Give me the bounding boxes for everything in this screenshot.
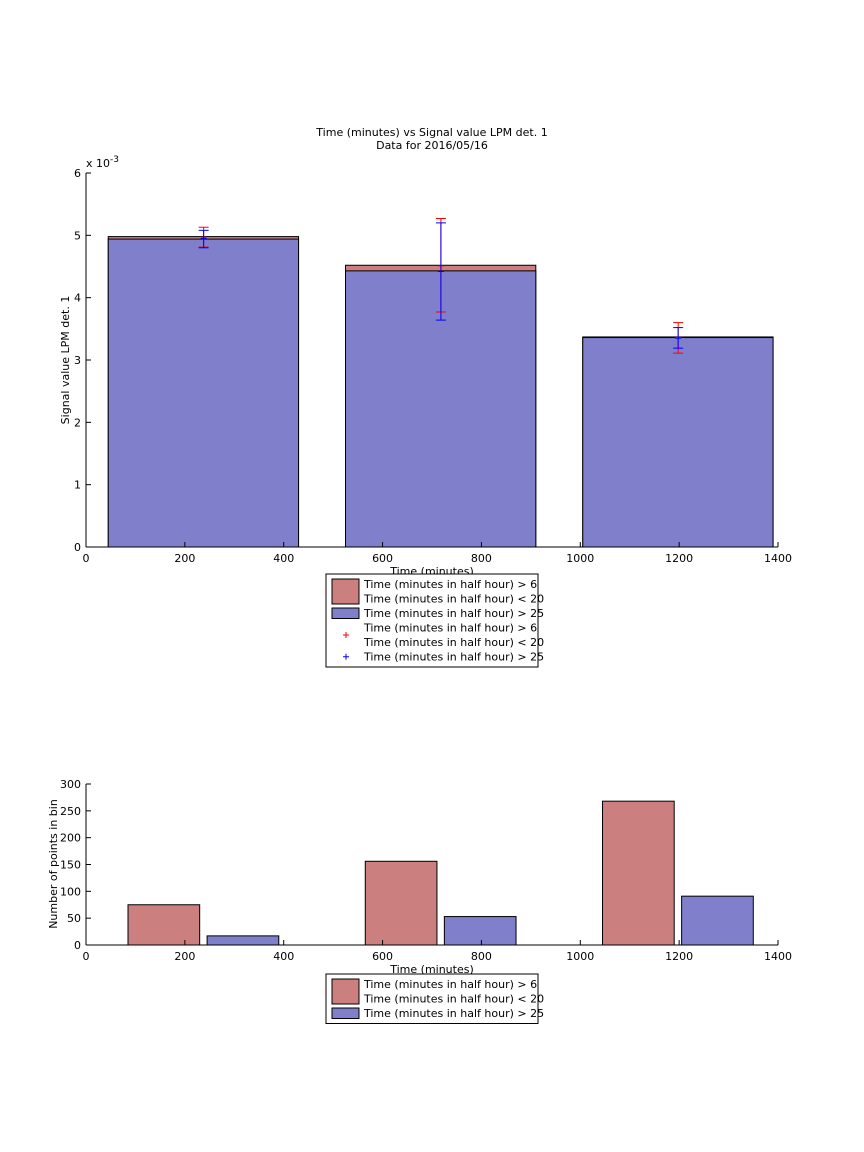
legend-red-patch	[331, 978, 360, 1005]
chart1-y-tick-label: 5	[74, 229, 81, 242]
chart2-x-tick-label: 200	[174, 950, 195, 963]
bar-red	[602, 800, 675, 946]
chart1-legend-label: Time (minutes in half hour) < 20	[363, 593, 544, 606]
chart1-legend-box	[325, 573, 539, 668]
chart1-x-tick-label: 200	[174, 552, 195, 565]
chart2-y-tick-label: 100	[60, 885, 81, 898]
chart1-y-exponent: x 10-3	[86, 155, 119, 170]
chart1-x-tick-label: 1200	[665, 552, 693, 565]
chart1-x-tick-label: 400	[273, 552, 294, 565]
chart1-y-tick-label: 2	[74, 416, 81, 429]
chart1-y-tick-label: 4	[74, 292, 81, 305]
chart2-legend: Time (minutes in half hour) > 6 Time (min…	[325, 973, 544, 1024]
chart1-y-tick-label: 6	[74, 167, 81, 180]
chart2-legend-label: Time (minutes in half hour) > 6	[363, 978, 537, 991]
legend-red-patch	[331, 578, 360, 605]
chart2-legend-label: Time (minutes in half hour) < 20	[363, 993, 544, 1006]
chart2-y-tick-label: 300	[60, 778, 81, 791]
chart1-subtitle: Data for 2016/05/16	[376, 139, 488, 152]
bar-red	[127, 904, 201, 946]
bar-blue	[206, 935, 280, 946]
chart1-y-tick-label: 1	[74, 479, 81, 492]
chart2-x-axis-label: Time (minutes)	[389, 963, 474, 976]
count-bar-chart: 0 200 400 600 800 1000 1200 1400 0 50 100 150 200 250…	[47, 778, 792, 1024]
chart2-legend-label: Time (minutes in half hour) > 25	[363, 1007, 544, 1020]
chart1-legend-label: Time (minutes in half hour) > 25	[363, 651, 544, 664]
chart1-legend-label: Time (minutes in half hour) > 25	[363, 607, 544, 620]
chart1-legend-label: Time (minutes in half hour) > 6	[363, 578, 537, 591]
chart1-y-tick-label: 0	[74, 541, 81, 554]
legend-blue-patch	[331, 1007, 360, 1019]
chart1-x-tick-label: 1000	[566, 552, 594, 565]
chart2-x-tick-label: 1400	[764, 950, 792, 963]
chart1-x-tick-label: 1400	[764, 552, 792, 565]
bar-blue	[443, 916, 517, 946]
chart2-y-tick-label: 0	[74, 939, 81, 952]
chart1-y-tick-label: 3	[74, 354, 81, 367]
chart2-x-tick-label: 0	[83, 950, 90, 963]
chart2-x-tick-label: 600	[372, 950, 393, 963]
chart2-y-tick-label: 200	[60, 832, 81, 845]
bar-red	[364, 860, 438, 946]
chart2-x-tick-label: 1200	[665, 950, 693, 963]
chart2-y-tick-label: 150	[60, 859, 81, 872]
chart1-x-tick-label: 800	[471, 552, 492, 565]
legend-blue-patch	[331, 607, 360, 619]
bar-blue	[107, 238, 300, 548]
chart2-y-tick-label: 250	[60, 805, 81, 818]
chart2-x-tick-label: 1000	[566, 950, 594, 963]
chart2-y-tick-label: 50	[67, 912, 81, 925]
bar-blue	[582, 337, 774, 548]
chart2-legend-box	[325, 973, 539, 1024]
chart1-title: Time (minutes) vs Signal value LPM det. …	[315, 126, 547, 139]
chart1-legend-label: Time (minutes in half hour) > 6	[363, 622, 537, 635]
chart1-y-axis-label: Signal value LPM det. 1	[59, 296, 72, 425]
signal-bar-chart: Time (minutes) vs Signal value LPM det. …	[59, 126, 792, 668]
bar-blue	[681, 895, 754, 946]
chart1-x-tick-label: 0	[83, 552, 90, 565]
chart2-x-tick-label: 800	[471, 950, 492, 963]
chart1-legend-label: Time (minutes in half hour) < 20	[363, 636, 544, 649]
chart1-x-tick-label: 600	[372, 552, 393, 565]
chart2-x-tick-label: 400	[273, 950, 294, 963]
chart2-y-axis-label: Number of points in bin	[47, 799, 60, 929]
